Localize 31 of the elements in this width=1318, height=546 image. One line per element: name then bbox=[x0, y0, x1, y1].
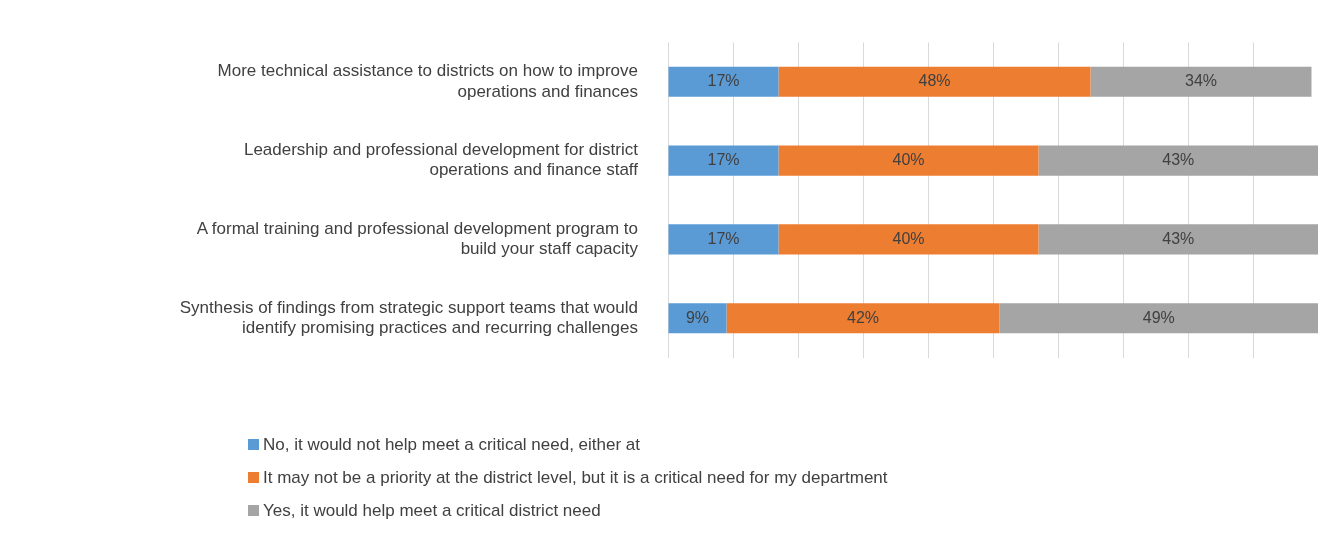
bar bbox=[726, 303, 1000, 334]
data-label: 48% bbox=[918, 72, 951, 90]
data-label: 34% bbox=[1184, 72, 1218, 90]
y-tick-label: A formal training and professional development program to build your staff capacity bbox=[196, 218, 639, 259]
legend-label: No, it would not help meet a critical need, either at bbox=[263, 434, 641, 455]
bar bbox=[1038, 224, 1318, 255]
data-label: 49% bbox=[1142, 308, 1175, 326]
bar bbox=[1090, 66, 1312, 97]
data-label: 40% bbox=[892, 151, 925, 169]
y-tick-label: Leadership and professional development for district operations and finance staff bbox=[243, 140, 639, 180]
bar bbox=[778, 66, 1091, 97]
bar bbox=[668, 224, 779, 255]
bar bbox=[778, 145, 1039, 176]
data-label: 17% bbox=[707, 151, 740, 169]
data-label: 40% bbox=[892, 229, 925, 247]
bar bbox=[999, 303, 1318, 334]
y-tick-label: Synthesis of findings from strategic support teams that would identify promising practices and recurring challenges bbox=[179, 297, 638, 338]
data-label: 42% bbox=[846, 308, 880, 326]
data-label: 43% bbox=[1162, 151, 1195, 169]
data-label: 43% bbox=[1162, 229, 1195, 247]
bar bbox=[668, 303, 727, 334]
data-label: 17% bbox=[707, 229, 740, 247]
bar bbox=[778, 224, 1039, 255]
y-tick-label: More technical assistance to districts on how to improve operations and finances bbox=[217, 61, 638, 101]
legend-label: Yes, it would help meet a critical district need bbox=[263, 500, 601, 521]
bar bbox=[1038, 145, 1318, 176]
bar bbox=[668, 145, 779, 176]
data-label: 17% bbox=[707, 72, 740, 90]
bar bbox=[668, 66, 779, 97]
data-label: 9% bbox=[685, 308, 710, 326]
legend-label: It may not be a priority at the district level, but it is a critical need for my department bbox=[263, 467, 888, 488]
